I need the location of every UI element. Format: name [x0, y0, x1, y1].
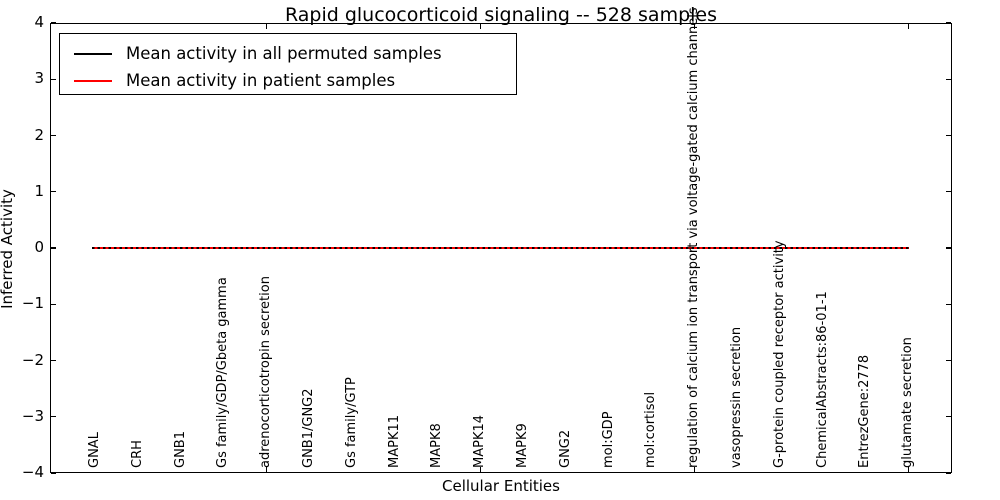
x-tick-mark-top — [907, 24, 909, 29]
y-tick-label: 2 — [34, 125, 44, 144]
category-label: G-protein coupled receptor activity — [771, 240, 787, 468]
x-tick-mark-bottom — [693, 467, 695, 472]
category-label: MAPK14 — [472, 414, 488, 468]
y-tick-mark-right — [946, 22, 951, 24]
category-label: regulation of calcium ion transport via … — [686, 7, 702, 468]
y-tick-mark-right — [946, 416, 951, 418]
x-tick-mark-bottom — [265, 467, 267, 472]
y-tick-mark-right — [946, 247, 951, 249]
y-tick-mark-left — [51, 416, 56, 418]
category-label: EntrezGene:2778 — [857, 354, 873, 468]
category-label: CRH — [129, 440, 145, 468]
x-axis-label: Cellular Entities — [442, 477, 560, 495]
patient-line-swatch — [74, 80, 112, 82]
y-tick-mark-left — [51, 303, 56, 305]
category-label: vasopressin secretion — [729, 326, 744, 468]
x-tick-mark-bottom — [479, 467, 481, 472]
category-label: mol:GDP — [600, 411, 616, 468]
y-tick-mark-left — [51, 134, 56, 137]
legend-item-patient: Mean activity in patient samples — [60, 67, 516, 95]
category-label: GNB1/GNG2 — [301, 388, 316, 468]
y-tick-label: 1 — [34, 181, 44, 200]
y-axis-label: Inferred Activity — [0, 189, 16, 309]
plot-area — [50, 23, 952, 473]
y-tick-mark-left — [51, 191, 56, 193]
legend-label-permuted: Mean activity in all permuted samples — [126, 44, 442, 63]
y-tick-label: −4 — [21, 463, 44, 481]
category-label: MAPK8 — [429, 423, 445, 468]
legend-item-permuted: Mean activity in all permuted samples — [60, 40, 516, 68]
legend-box: Mean activity in all permuted samples Me… — [59, 33, 517, 95]
y-tick-mark-left — [51, 22, 56, 24]
y-tick-mark-right — [946, 472, 951, 474]
x-tick-mark-top — [693, 24, 695, 29]
y-tick-label: −1 — [21, 294, 44, 313]
category-label: GNB1 — [172, 431, 188, 468]
y-tick-label: 0 — [34, 238, 44, 256]
category-label: GNAL — [87, 432, 102, 468]
y-tick-mark-right — [946, 78, 951, 80]
chart-title: Rapid glucocorticoid signaling -- 528 sa… — [284, 4, 718, 26]
category-label: Gs family/GTP — [343, 377, 359, 468]
category-label: adrenocorticotropin secretion — [258, 276, 274, 468]
category-label: mol:cortisol — [643, 391, 659, 468]
y-tick-mark-right — [946, 134, 951, 137]
y-tick-label: 3 — [34, 69, 44, 88]
category-label: MAPK11 — [386, 414, 402, 468]
category-label: GNG2 — [557, 429, 573, 468]
category-label: ChemicalAbstracts:86-01-1 — [814, 291, 830, 468]
y-tick-mark-left — [51, 78, 56, 80]
permuted-line-swatch — [74, 53, 112, 55]
y-tick-mark-left — [51, 472, 56, 474]
y-tick-label: 4 — [34, 13, 44, 31]
legend-label-patient: Mean activity in patient samples — [126, 71, 396, 90]
category-label: glutamate secretion — [900, 337, 916, 468]
x-tick-mark-top — [265, 24, 267, 29]
x-tick-mark-top — [479, 24, 481, 29]
y-tick-mark-right — [946, 191, 951, 193]
y-tick-mark-right — [946, 359, 951, 362]
y-tick-mark-right — [946, 303, 951, 305]
y-tick-label: −2 — [21, 350, 44, 369]
category-label: MAPK9 — [515, 423, 530, 468]
category-label: Gs family/GDP/Gbeta gamma — [215, 277, 231, 468]
y-tick-mark-left — [51, 359, 56, 362]
x-tick-mark-bottom — [907, 467, 909, 472]
permuted-samples-line — [92, 246, 909, 250]
y-tick-mark-left — [51, 247, 56, 249]
y-tick-label: −3 — [21, 406, 44, 425]
